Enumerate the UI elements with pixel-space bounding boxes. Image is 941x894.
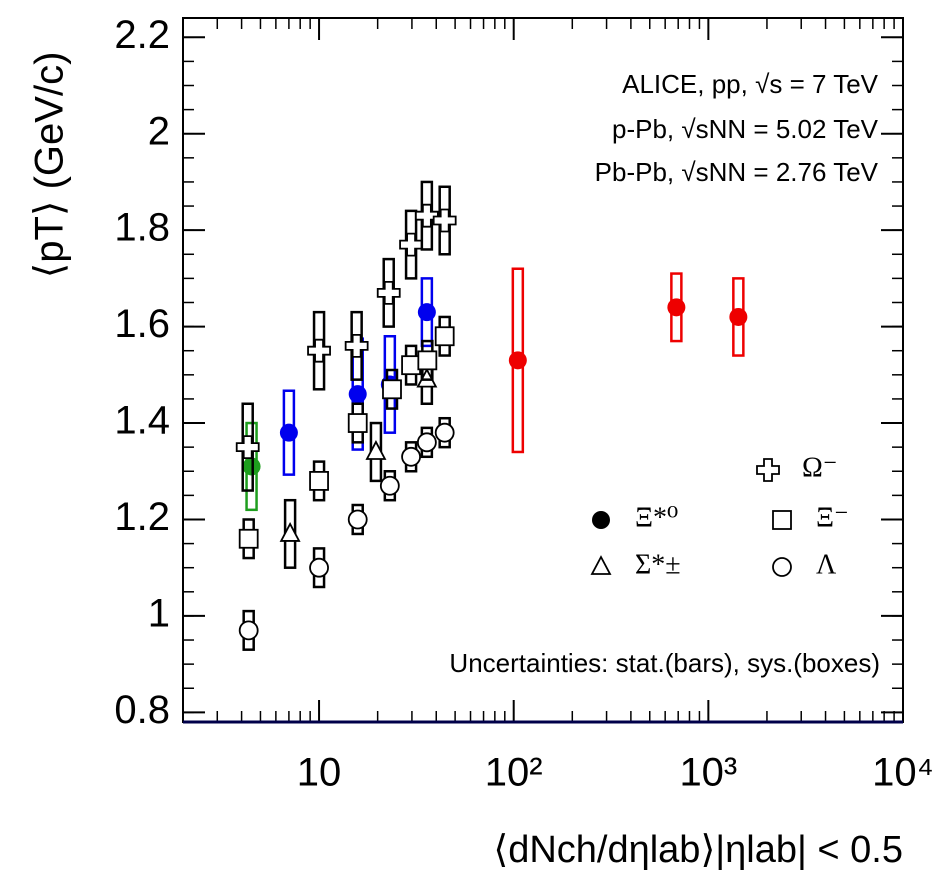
marker [417,303,436,322]
marker [307,338,331,363]
marker [417,350,438,371]
marker [376,280,401,305]
marker [238,620,259,641]
legend-marker [772,557,792,577]
legend-marker [592,511,610,529]
y-tick-label: 0.8 [114,688,170,732]
annotation: Pb-Pb, √sNN = 2.76 TeV [595,157,879,187]
marker [344,333,369,358]
marker [348,385,367,404]
marker [667,298,686,317]
legend-label: Ξ*⁰ [635,502,678,533]
marker [309,557,329,578]
legend-label: Ω⁻ [802,452,838,483]
marker [508,351,527,370]
legend-marker [772,510,792,530]
marker [365,440,387,460]
marker [347,413,368,433]
y-tick-label: 1.8 [114,206,170,250]
marker [309,471,329,491]
legend-marker [590,555,612,575]
legend-label: Σ*± [635,549,681,580]
marker [347,509,368,530]
legend-marker [756,458,780,482]
legend-label: Ξ⁻ [816,502,849,533]
legend-label: Λ [816,549,837,580]
marker [279,423,298,442]
marker [399,232,423,257]
y-tick-label: 1.4 [114,399,170,443]
annotation: Uncertainties: stat.(bars), sys.(boxes) [449,648,880,678]
x-axis-title: ⟨dNch/dηlab⟩|ηlab| < 0.5 [493,829,903,871]
y-axis-title: ⟨pT⟩ (GeV/c) [28,52,72,279]
marker [235,435,260,460]
marker [401,355,421,376]
x-tick-label: 10⁴ [872,751,934,795]
y-tick-label: 1.2 [114,495,170,539]
x-tick-label: 10² [485,751,543,795]
marker [238,528,259,549]
marker [279,522,301,542]
y-tick-label: 1.6 [114,302,170,346]
marker [416,432,437,453]
x-tick-label: 10 [297,751,342,795]
marker [379,475,400,496]
marker [414,203,439,228]
y-tick-label: 1 [148,591,170,635]
marker [432,208,457,233]
x-tick-label: 10³ [679,751,737,795]
marker [729,307,748,326]
annotation: p-Pb, √sNN = 5.02 TeV [612,114,879,144]
marker [434,422,455,443]
marker [434,326,455,347]
marker [382,379,402,400]
annotation: ALICE, pp, √s = 7 TeV [622,69,879,99]
marker [401,446,421,467]
y-tick-label: 2.2 [114,13,170,57]
y-tick-label: 2 [148,109,170,153]
